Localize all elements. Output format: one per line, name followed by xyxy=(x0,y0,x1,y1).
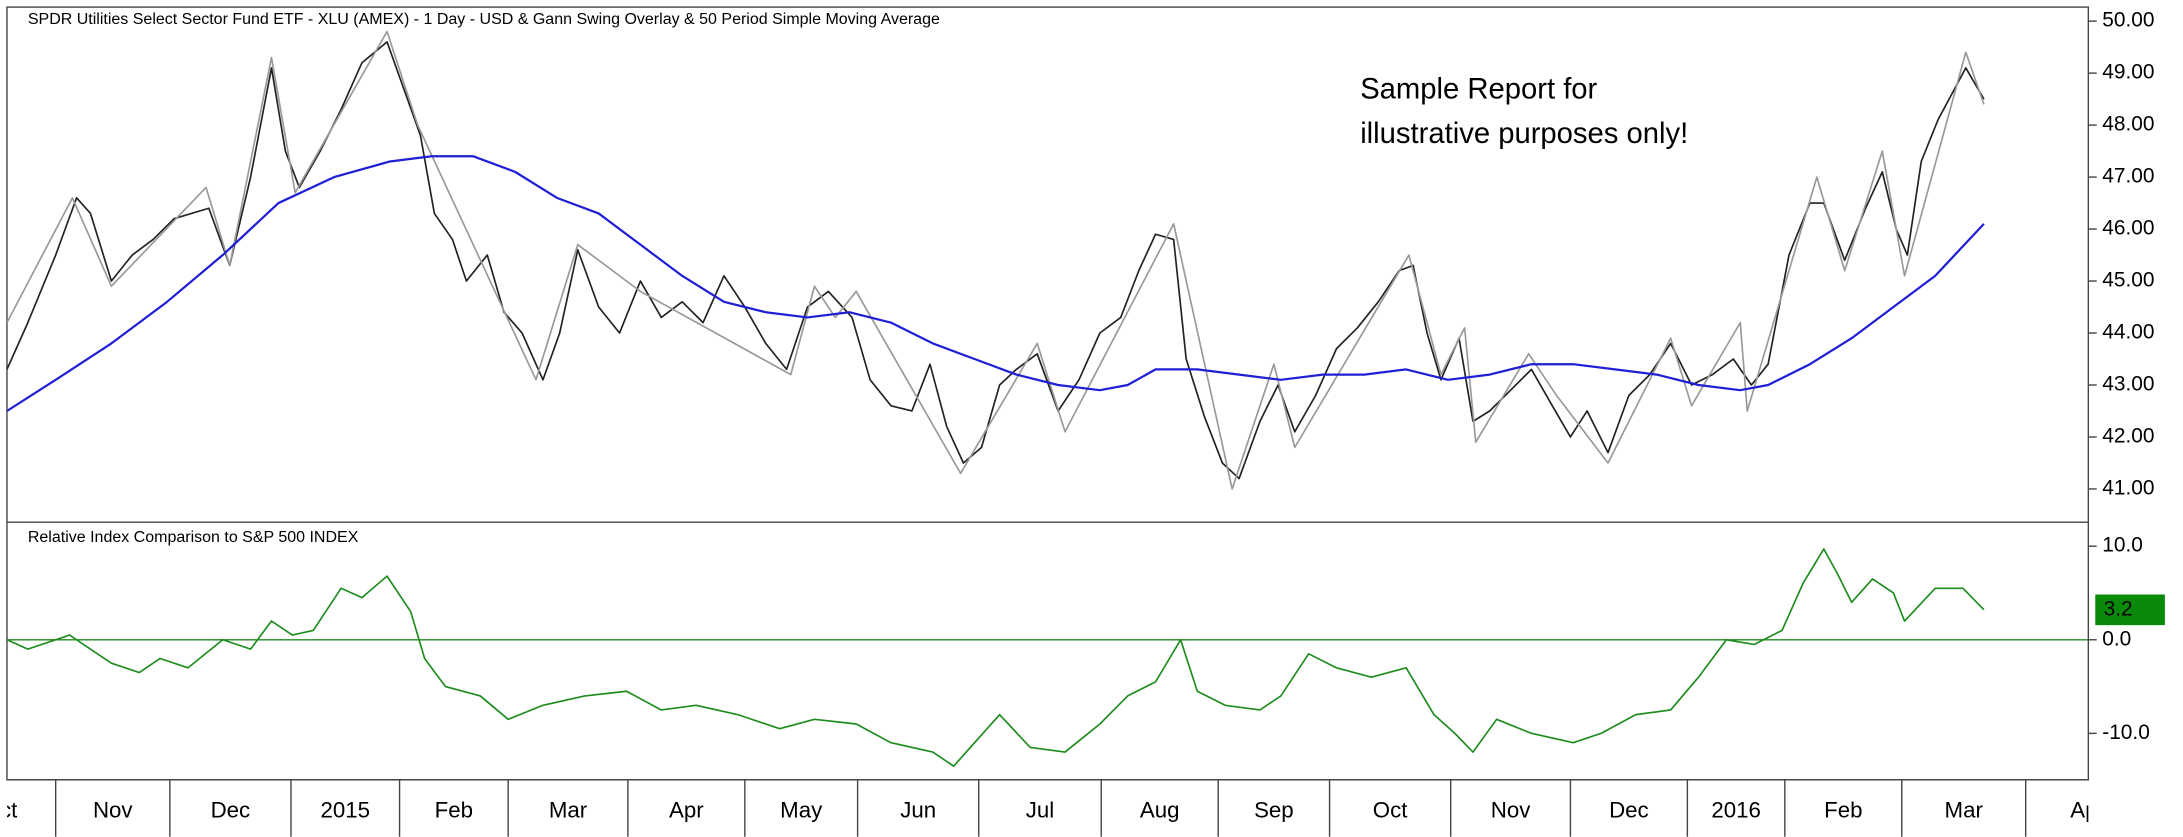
y-axis: 41.00 42.00 43.00 44.00 45.00 46.00 47.00 48.00… xyxy=(2088,9,2165,744)
price-panel xyxy=(6,30,1985,490)
y-tick-label: 49.00 xyxy=(2102,61,2154,84)
annotation: Sample Report for xyxy=(1360,73,1597,105)
y-tick-label: 50.00 xyxy=(2102,9,2154,32)
x-tick-label: Dec xyxy=(211,798,251,823)
y-tick-label: 46.00 xyxy=(2102,217,2154,240)
x-tick-label: 2016 xyxy=(1711,798,1761,823)
x-tick-label: Mar xyxy=(1945,798,1984,823)
x-tick-label: Nov xyxy=(1491,798,1531,823)
x-tick-label: 2015 xyxy=(320,798,370,823)
x-tick-label: Jul xyxy=(1026,798,1054,823)
x-axis: Oct Nov Dec 2015 Feb Mar Apr May Jun Jul Aug Sep Oct… xyxy=(0,779,2105,837)
x-tick-label: Aug xyxy=(1140,798,1180,823)
y-tick-label: 42.00 xyxy=(2102,424,2154,447)
plot-frame xyxy=(6,6,2090,781)
x-tick-label: Apr xyxy=(669,798,704,823)
y-tick-label: 0.0 xyxy=(2102,627,2131,650)
y-tick-label: 41.00 xyxy=(2102,476,2154,499)
relative-panel xyxy=(6,548,2089,767)
chart-title: SPDR Utilities Select Sector Fund ETF - … xyxy=(28,11,940,28)
series-line xyxy=(6,548,1985,767)
x-tick-label: Mar xyxy=(549,798,588,823)
y-tick-label: 45.00 xyxy=(2102,269,2154,292)
panel-title: Relative Index Comparison to S&P 500 IND… xyxy=(28,529,359,546)
last-value-box xyxy=(2095,594,2165,626)
y-tick-label: 44.00 xyxy=(2102,321,2154,344)
x-tick-label: Sep xyxy=(1254,798,1294,823)
y-tick-label: 10.0 xyxy=(2102,534,2143,557)
x-tick-label: May xyxy=(780,798,823,823)
x-tick-label: Feb xyxy=(435,798,473,823)
x-tick-label: Feb xyxy=(1824,798,1862,823)
y-tick-label: 48.00 xyxy=(2102,113,2154,136)
annotation: illustrative purposes only! xyxy=(1360,118,1688,150)
x-tick-label: Oct xyxy=(0,798,18,823)
series-line xyxy=(6,155,1985,412)
x-tick-label: Dec xyxy=(1609,798,1649,823)
last-value-label: 3.2 xyxy=(2104,597,2133,620)
series-line xyxy=(6,41,1985,480)
y-tick-label: 43.00 xyxy=(2102,373,2154,396)
y-tick-label: -10.0 xyxy=(2102,721,2150,744)
x-tick-label: Apr xyxy=(2070,798,2105,823)
x-tick-label: Oct xyxy=(1373,798,1408,823)
x-tick-label: Jun xyxy=(900,798,936,823)
x-tick-label: Nov xyxy=(93,798,133,823)
series-line xyxy=(6,30,1985,490)
y-tick-label: 47.00 xyxy=(2102,165,2154,188)
